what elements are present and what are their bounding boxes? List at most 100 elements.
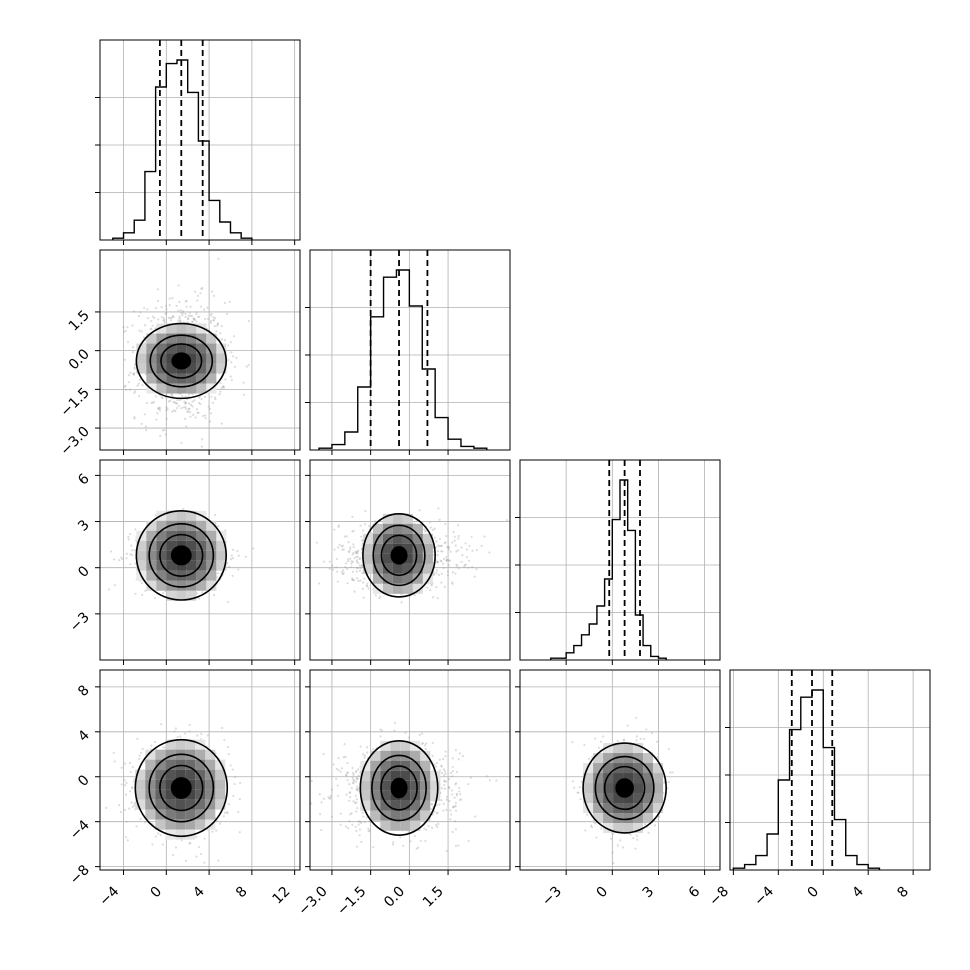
scatter-point xyxy=(337,524,341,527)
scatter-point xyxy=(229,341,233,344)
scatter-point xyxy=(447,548,450,551)
scatter-point xyxy=(178,300,181,303)
scatter-point xyxy=(453,805,456,808)
scatter-point xyxy=(184,402,187,405)
contour-level-2 xyxy=(159,764,204,812)
scatter-point xyxy=(128,761,132,765)
scatter-point xyxy=(184,407,188,410)
panel-frame xyxy=(99,669,301,871)
scatter-point xyxy=(444,772,447,775)
scatter-point xyxy=(184,401,188,404)
density-cell xyxy=(186,540,197,551)
scatter-point xyxy=(140,751,143,754)
scatter-point xyxy=(160,305,163,309)
scatter-point xyxy=(188,402,191,405)
scatter-point xyxy=(463,565,466,568)
scatter-point xyxy=(217,525,220,528)
scatter-point xyxy=(182,312,185,315)
scatter-point xyxy=(226,312,229,315)
density-cell xyxy=(146,373,157,384)
scatter-point xyxy=(157,406,160,410)
scatter-point xyxy=(455,794,459,797)
scatter-point xyxy=(162,319,165,322)
scatter-point xyxy=(218,393,221,396)
scatter-point xyxy=(124,384,127,387)
scatter-point xyxy=(351,560,355,564)
scatter-point xyxy=(407,736,411,739)
scatter-point xyxy=(200,445,203,448)
scatter-point xyxy=(168,304,171,307)
scatter-point xyxy=(332,568,335,571)
scatter-point xyxy=(423,744,427,747)
panel-frame xyxy=(309,459,511,661)
density-cell xyxy=(136,560,147,571)
scatter-point xyxy=(454,572,457,575)
scatter-point xyxy=(123,762,127,765)
scatter-point xyxy=(432,596,435,599)
scatter-point xyxy=(449,818,452,821)
scatter-point xyxy=(423,827,426,830)
density-cell xyxy=(196,570,207,581)
scatter-point xyxy=(188,842,191,845)
density-cell xyxy=(145,809,156,820)
scatter-point xyxy=(181,314,184,317)
scatter-point xyxy=(366,585,369,588)
density-cell xyxy=(185,809,196,820)
scatter-point xyxy=(132,346,135,349)
scatter-point xyxy=(344,565,347,569)
scatter-point xyxy=(449,771,453,775)
density-cell xyxy=(195,769,206,780)
scatter-point xyxy=(368,829,371,832)
density-cell xyxy=(382,553,393,564)
scatter-point xyxy=(208,420,212,423)
density-cell xyxy=(380,800,391,811)
scatter-point xyxy=(443,585,446,588)
density-cell xyxy=(136,540,147,551)
y-tick-label: −8 xyxy=(67,862,93,888)
density-cell xyxy=(186,363,197,374)
density-cell xyxy=(216,540,227,551)
density-cell xyxy=(370,770,381,781)
scatter-point xyxy=(131,372,135,375)
density-cell xyxy=(195,819,206,830)
density-cell xyxy=(360,780,371,791)
scatter-point xyxy=(133,416,136,419)
scatter-point xyxy=(360,539,364,542)
scatter-point xyxy=(193,318,196,321)
scatter-point xyxy=(142,336,146,339)
scatter-point xyxy=(355,785,359,788)
scatter-point xyxy=(465,548,469,551)
density-cell xyxy=(145,769,156,780)
scatter-point xyxy=(127,538,130,541)
scatter-point xyxy=(440,799,443,802)
density-cell xyxy=(165,749,176,760)
scatter-point xyxy=(446,573,450,577)
scatter-point xyxy=(141,747,144,750)
scatter-point xyxy=(443,770,446,773)
scatter-point xyxy=(459,798,463,801)
scatter-point xyxy=(435,804,438,807)
scatter-point xyxy=(335,767,338,771)
scatter-point xyxy=(454,809,458,812)
scatter-point xyxy=(459,793,462,796)
density-cell xyxy=(146,333,157,344)
scatter-point xyxy=(105,806,108,809)
scatter-point xyxy=(149,328,152,331)
scatter-point xyxy=(310,779,313,783)
scatter-point xyxy=(339,770,342,773)
scatter-point xyxy=(193,290,197,293)
contour-level-1 xyxy=(148,753,215,823)
scatter-point xyxy=(175,407,179,410)
scatter-point xyxy=(306,551,308,553)
density-cell xyxy=(380,750,391,761)
scatter-point xyxy=(223,301,226,305)
density-cell xyxy=(206,550,217,561)
density-cell xyxy=(155,749,166,760)
scatter-point xyxy=(471,565,474,569)
scatter-point xyxy=(393,729,396,732)
scatter-point xyxy=(143,413,146,416)
panel-content xyxy=(107,507,255,604)
scatter-point xyxy=(320,801,323,804)
scatter-point xyxy=(138,378,142,381)
density-cell xyxy=(186,333,197,344)
